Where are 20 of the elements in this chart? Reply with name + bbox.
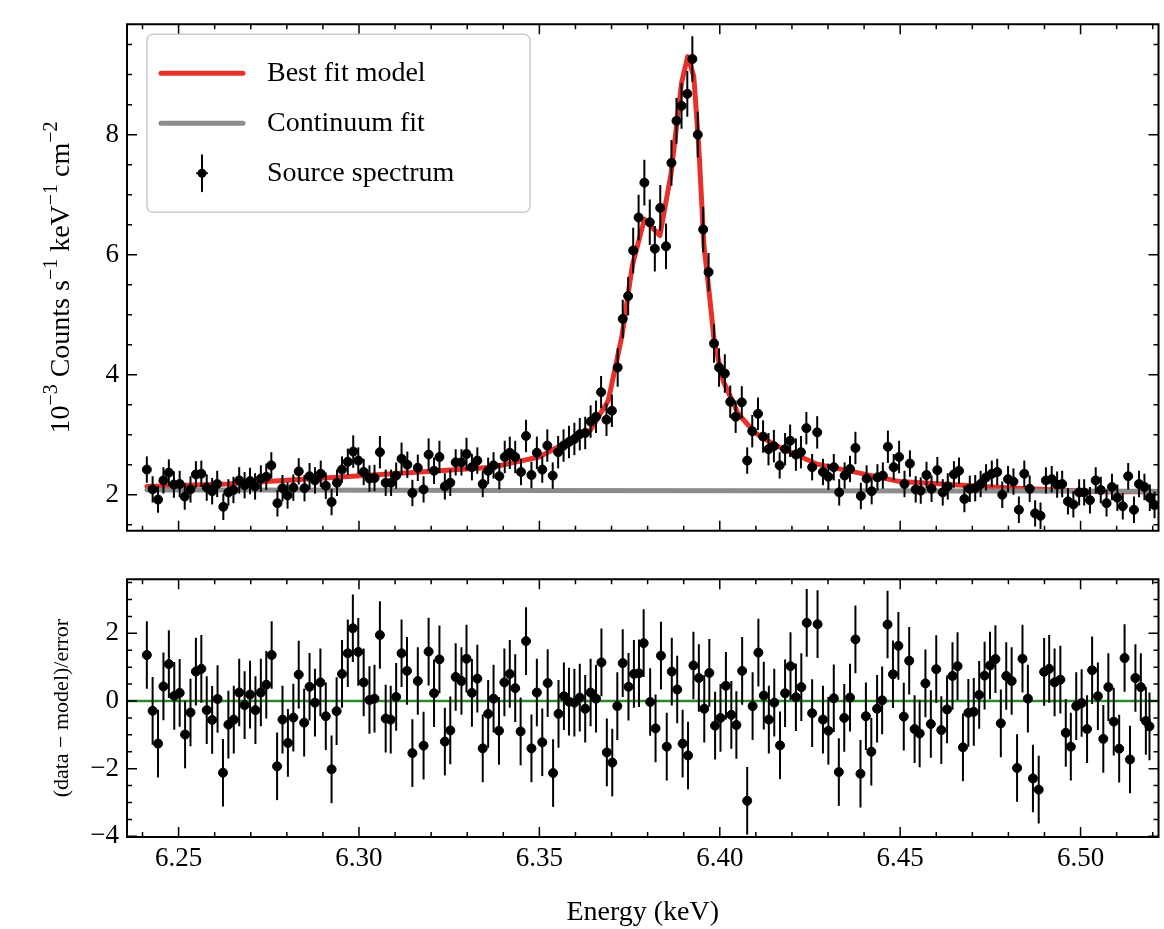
y-tick-label: −4 [90,819,120,850]
legend-label: Source spectrum [267,155,455,187]
legend-label: Best fit model [267,55,426,87]
y-tick-label: −2 [90,751,119,782]
y-tick-label: 8 [105,117,119,148]
legend-label: Continuum fit [267,105,426,137]
x-tick-label: 6.50 [1056,842,1105,873]
y-tick-label: 2 [105,477,119,508]
y-tick-label: 4 [105,357,120,388]
x-tick-label: 6.45 [876,842,924,873]
x-tick-label: 6.30 [335,842,383,873]
x-axis-title: Energy (keV) [566,894,720,926]
y-tick-label: 0 [105,684,119,715]
x-tick-label: 6.35 [515,842,564,873]
x-tick-label: 6.25 [154,842,203,873]
y-tick-label: 6 [105,237,119,268]
x-tick-label: 6.40 [696,842,744,873]
y-axis-title: (data − model)/error [47,618,73,798]
y-tick-label: 2 [105,616,119,647]
y-axis-title: 10−3 Counts s−1 keV−1 cm−2 [39,121,76,434]
